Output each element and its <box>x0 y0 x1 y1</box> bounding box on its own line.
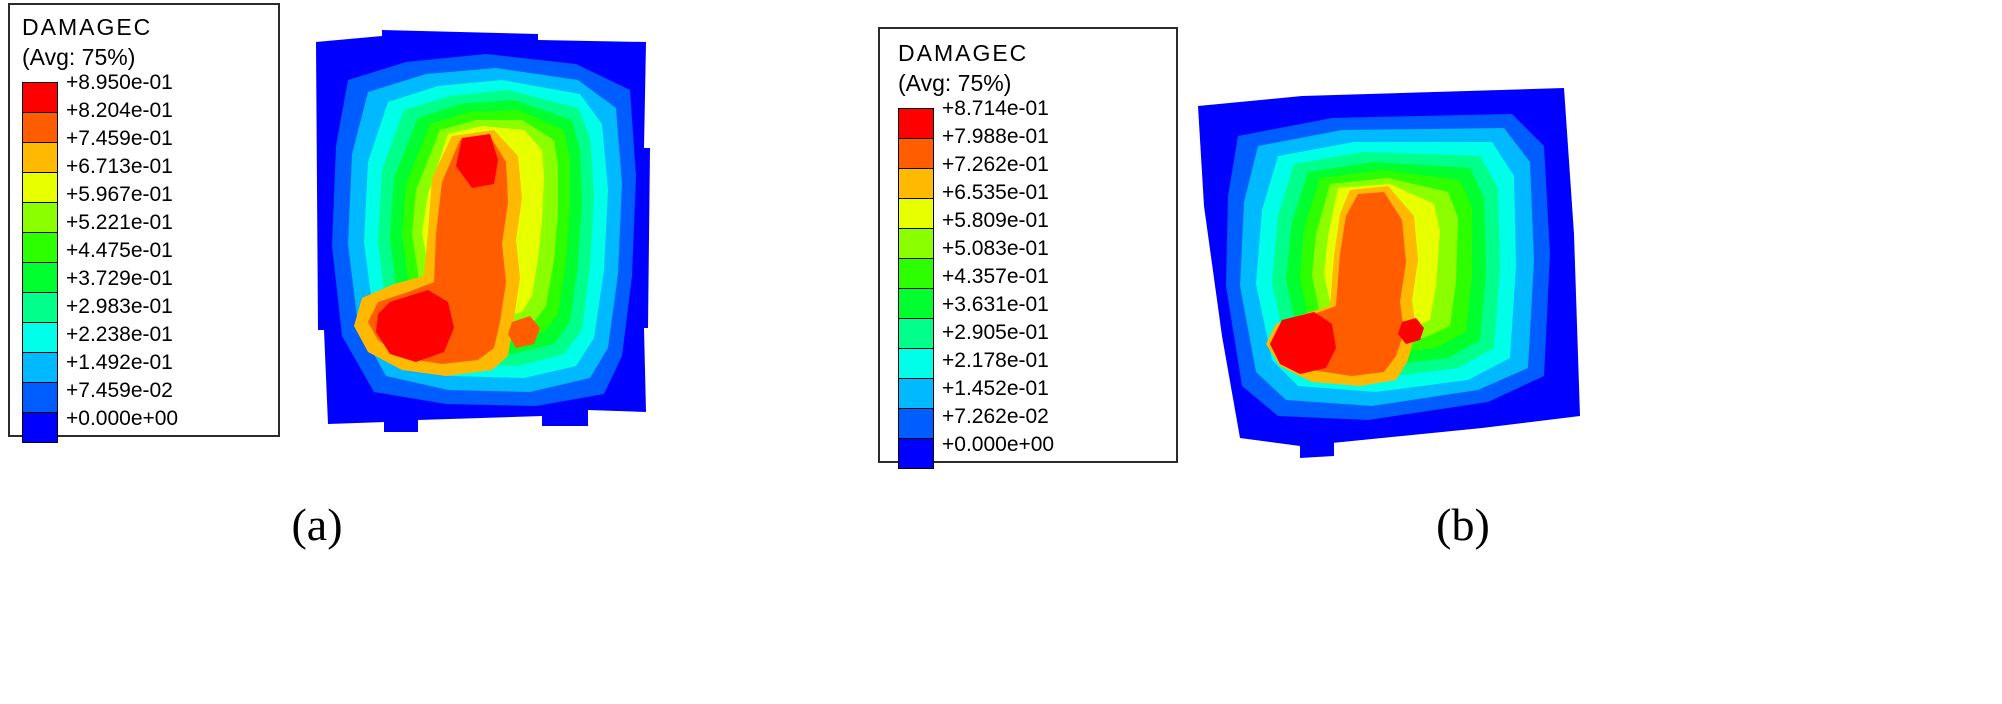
legend-value-label: +2.905e-01 <box>942 321 1049 344</box>
legend-color-band-3 <box>22 172 58 203</box>
legend-color-band-4 <box>22 202 58 233</box>
legend-value-label: +8.950e-01 <box>66 71 173 94</box>
legend-value-label: +7.459e-01 <box>66 127 173 150</box>
legend-subtitle: (Avg: 75%) <box>898 70 1012 96</box>
legend-value-label: +7.262e-02 <box>942 405 1049 428</box>
contour-orange-speck-a <box>508 316 540 348</box>
contour-red-speck-b <box>1398 318 1424 344</box>
legend-value-label: +2.238e-01 <box>66 323 173 346</box>
legend-color-band-5 <box>22 232 58 263</box>
legend-color-band-11 <box>22 412 58 443</box>
legend-color-band-11 <box>898 438 934 469</box>
legend-value-label: +4.357e-01 <box>942 265 1049 288</box>
legend-value-label: +7.459e-02 <box>66 379 173 402</box>
legend-value-label: +6.713e-01 <box>66 155 173 178</box>
legend-color-band-2 <box>898 168 934 199</box>
legend-value-label: +8.714e-01 <box>942 97 1049 120</box>
legend-color-scale: +8.714e-01 +7.988e-01 +7.262e-01 +6.535e-01… <box>898 98 1176 469</box>
legend-value-label: +7.262e-01 <box>942 153 1049 176</box>
legend-value-label: +4.475e-01 <box>66 239 173 262</box>
legend-label-column: +8.714e-01 +7.988e-01 +7.262e-01 +6.535e-01… <box>942 98 1054 456</box>
legend-value-label: +0.000e+00 <box>66 407 179 430</box>
legend-title: DAMAGEC <box>22 14 153 40</box>
legend-value-label: +6.535e-01 <box>942 181 1049 204</box>
legend-swatch-column <box>898 108 934 469</box>
damagec-legend-b: DAMAGEC (Avg: 75%) +8.714e-01 +7.988e-01 +… <box>878 27 1178 469</box>
legend-label-column: +8.950e-01 +8.204e-01 +7.459e-01 +6.713e-01… <box>66 72 178 430</box>
legend-color-scale: +8.950e-01 +8.204e-01 +7.459e-01 +6.713e-01… <box>22 72 278 443</box>
legend-value-label: +0.000e+00 <box>942 433 1055 456</box>
legend-color-band-9 <box>898 378 934 409</box>
legend-value-label: +3.729e-01 <box>66 267 173 290</box>
contour-plot-b-svg <box>1198 88 1580 458</box>
legend-color-band-0 <box>898 108 934 139</box>
legend-subtitle: (Avg: 75%) <box>22 44 136 70</box>
legend-value-label: +2.178e-01 <box>942 349 1049 372</box>
contour-red-top-a <box>456 134 498 188</box>
legend-value-label: +1.492e-01 <box>66 351 173 374</box>
legend-color-band-7 <box>22 292 58 323</box>
legend-color-band-3 <box>898 198 934 229</box>
legend-value-label: +3.631e-01 <box>942 293 1049 316</box>
legend-color-band-1 <box>898 138 934 169</box>
legend-color-band-0 <box>22 82 58 113</box>
legend-value-label: +5.221e-01 <box>66 211 173 234</box>
legend-value-label: +5.083e-01 <box>942 237 1049 260</box>
legend-value-label: +7.988e-01 <box>942 125 1049 148</box>
legend-color-band-1 <box>22 112 58 143</box>
legend-color-band-8 <box>898 348 934 379</box>
legend-color-band-6 <box>898 288 934 319</box>
legend-color-band-7 <box>898 318 934 349</box>
legend-color-band-5 <box>898 258 934 289</box>
legend-swatch-column <box>22 82 58 443</box>
contour-plot-a-svg <box>316 30 650 432</box>
damagec-legend-a: DAMAGEC (Avg: 75%) +8.950e-01 +8.204e-01 +… <box>8 3 280 443</box>
legend-value-label: +5.967e-01 <box>66 183 173 206</box>
contour-plot-b <box>1182 84 1584 468</box>
legend-value-label: +1.452e-01 <box>942 377 1049 400</box>
contour-red-bottom-left-a <box>376 290 454 362</box>
legend-color-band-10 <box>22 382 58 413</box>
legend-title: DAMAGEC <box>898 40 1029 66</box>
legend-color-band-6 <box>22 262 58 293</box>
legend-color-band-2 <box>22 142 58 173</box>
legend-color-band-10 <box>898 408 934 439</box>
legend-color-band-9 <box>22 352 58 383</box>
panel-caption-a: (a) <box>291 499 343 550</box>
contour-plot-a <box>286 26 684 450</box>
legend-color-band-4 <box>898 228 934 259</box>
contour-red-bottom-left-b <box>1270 312 1336 374</box>
specimen-protrusion-b <box>1300 434 1334 458</box>
legend-value-label: +8.204e-01 <box>66 99 173 122</box>
legend-value-label: +5.809e-01 <box>942 209 1049 232</box>
legend-color-band-8 <box>22 322 58 353</box>
legend-value-label: +2.983e-01 <box>66 295 173 318</box>
panel-caption-b: (b) <box>1436 499 1490 550</box>
